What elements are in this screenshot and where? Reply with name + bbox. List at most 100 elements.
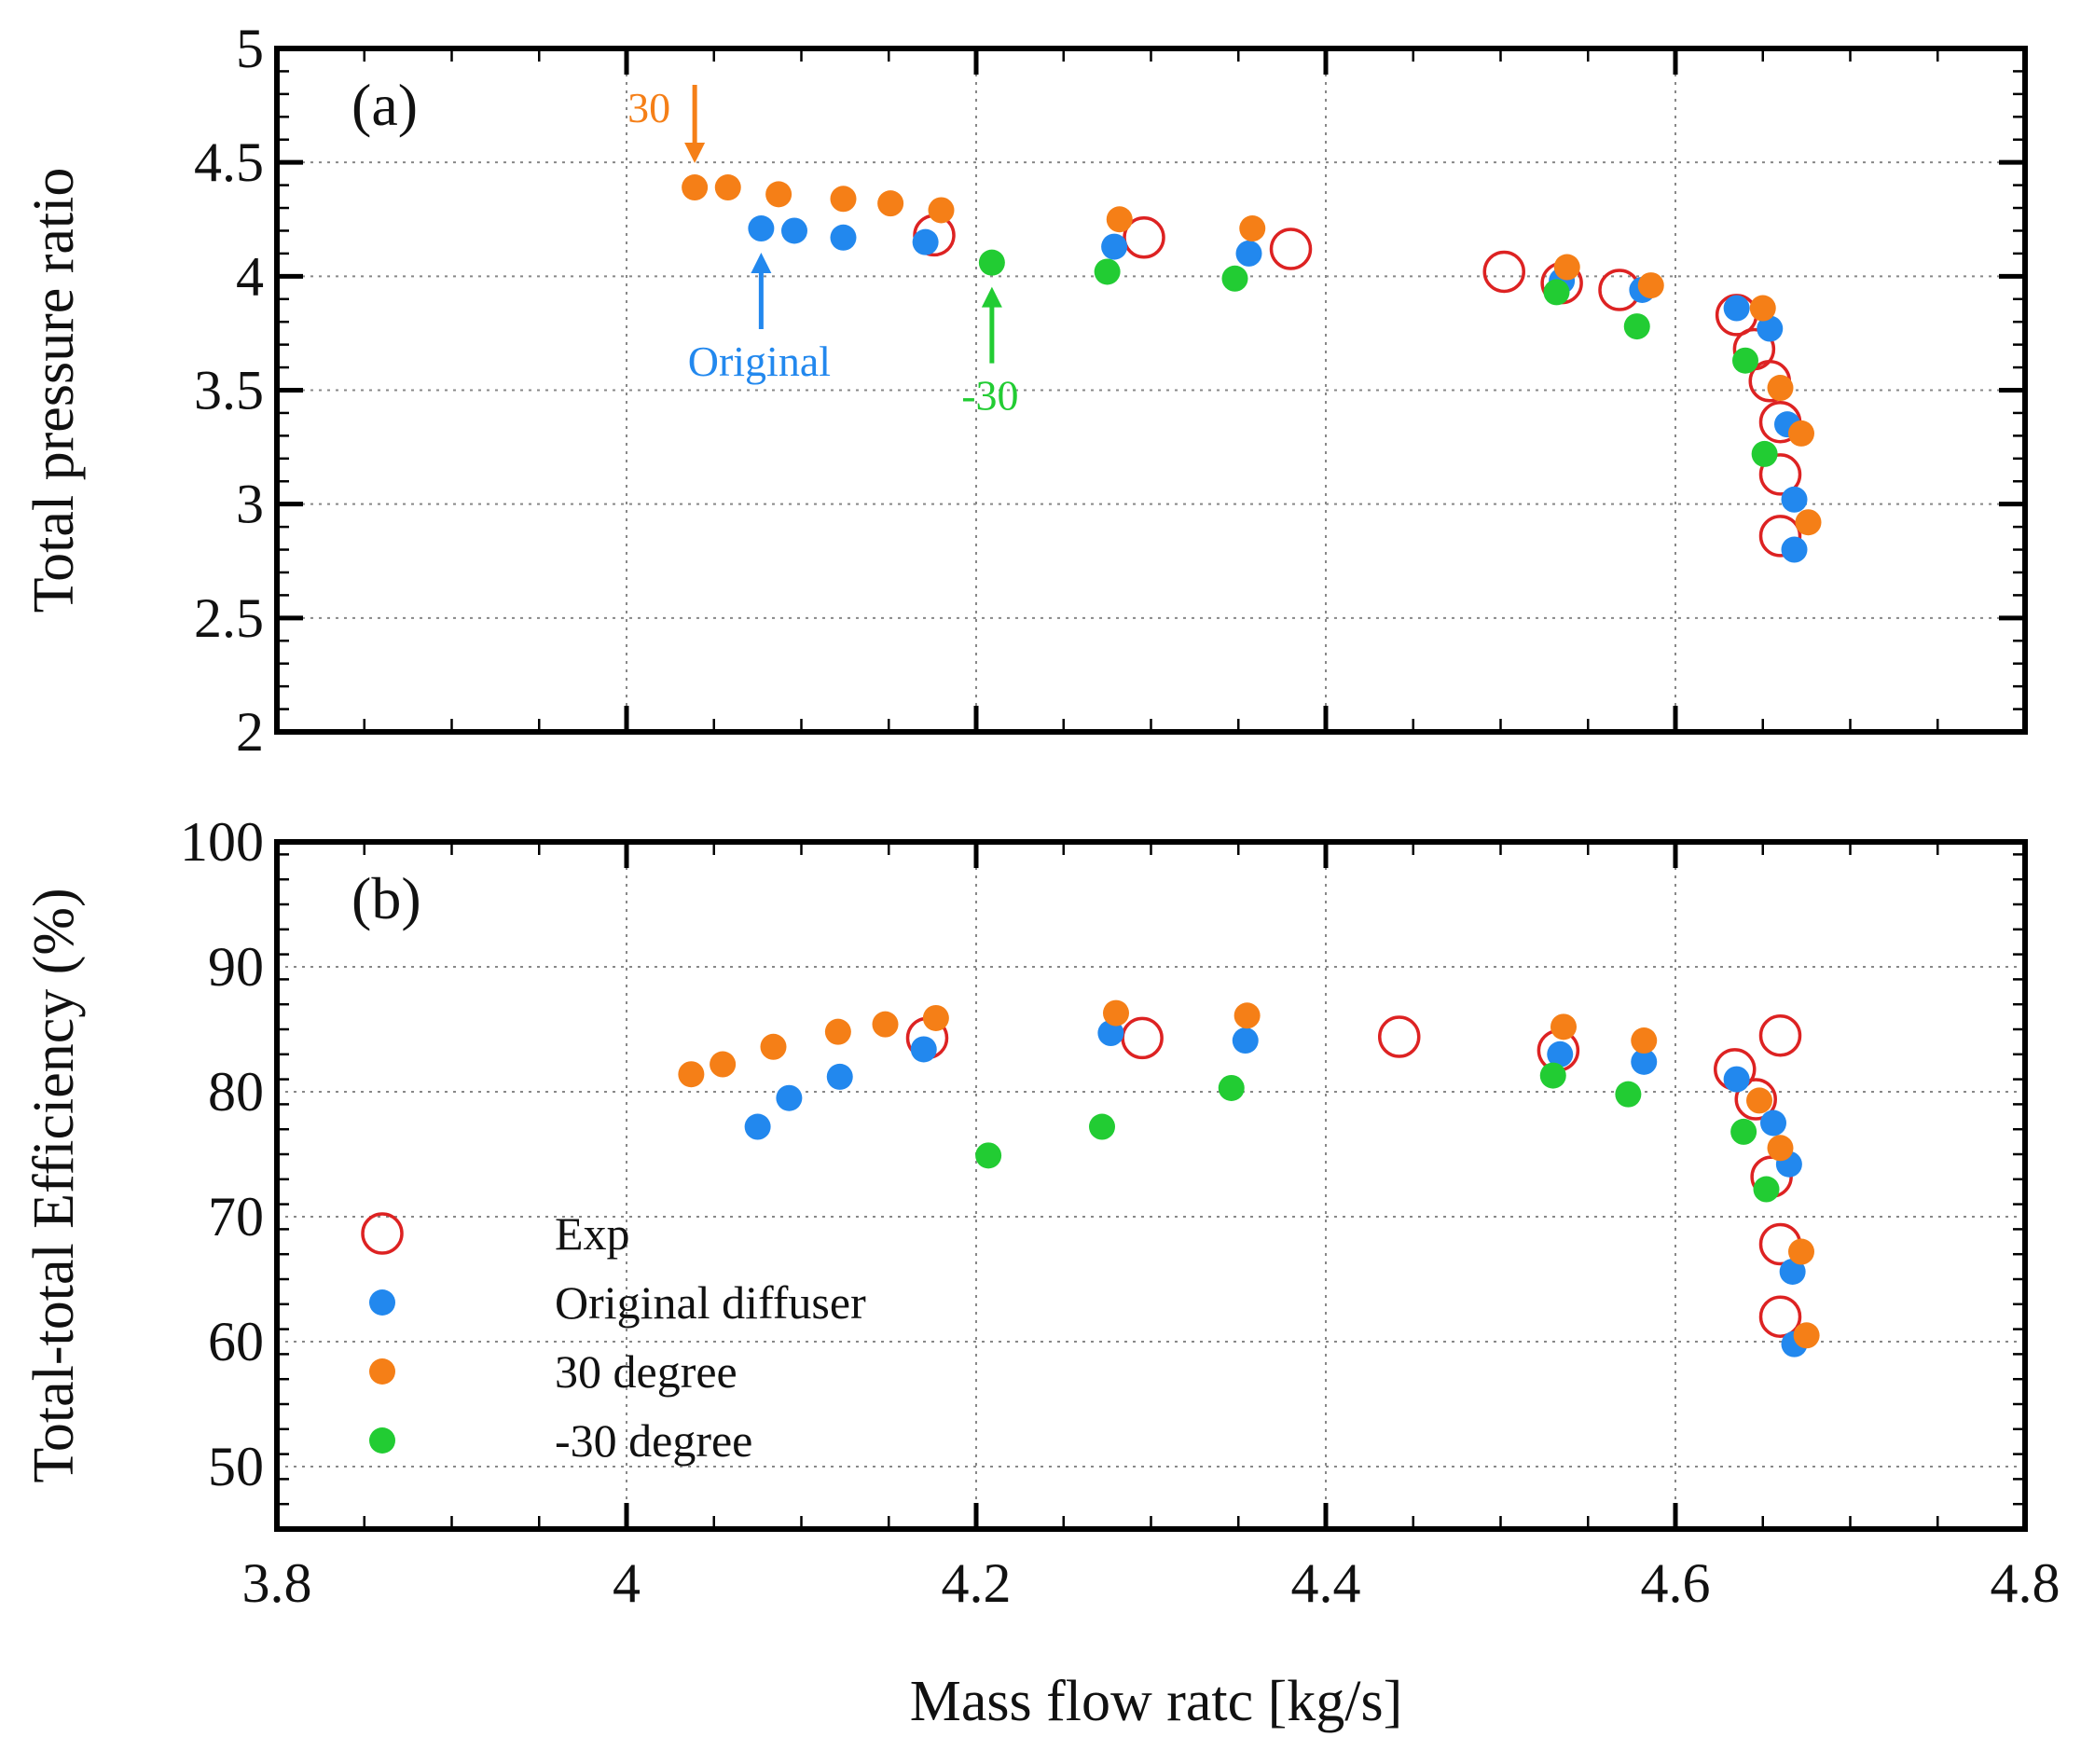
point-original-a [1757, 315, 1784, 342]
annotation-label-deg_neg30: -30 [961, 372, 1018, 420]
legend-marker-deg_neg30 [369, 1427, 395, 1454]
point-original-b [1097, 1020, 1124, 1047]
panel-a-pressure-ratio: 2 2.5 3 3.5 4 4.5 5 Total pressure ratio (a) 30 Or… [22, 18, 2028, 763]
point-exp-b [1758, 1013, 1802, 1057]
y-tick-label-a: 3.5 [194, 360, 264, 421]
y-axis-title-a: Total pressure ratio [22, 168, 86, 613]
legend-marker-original [369, 1289, 395, 1316]
x-tick-label: 4 [613, 1552, 641, 1614]
point-deg_neg30-a [1221, 265, 1248, 292]
y-tick-label-b: 50 [208, 1436, 264, 1497]
point-deg30-b [1550, 1013, 1577, 1040]
y-tick-label-b: 60 [208, 1311, 264, 1372]
annotation-arrowhead-deg_neg30 [981, 286, 1002, 308]
point-original-b [826, 1063, 853, 1090]
point-original-a [1101, 233, 1128, 260]
y-tick-label-a: 4.5 [194, 131, 264, 193]
annotation-label-original: Original [688, 338, 831, 385]
legend-label-deg_neg30: -30 degree [555, 1414, 752, 1467]
point-deg_neg30-b [1615, 1081, 1642, 1108]
point-deg30-b [1631, 1027, 1658, 1054]
legend-marker-deg30 [369, 1358, 395, 1385]
y-tick-label-a: 2.5 [194, 587, 264, 649]
y-tick-label-a: 4 [236, 245, 264, 307]
point-exp-b [1758, 1295, 1802, 1338]
point-original-b [1779, 1258, 1806, 1285]
y-tick-label-b: 70 [208, 1186, 264, 1247]
point-deg30-b [1233, 1002, 1261, 1029]
point-deg30-b [872, 1011, 899, 1038]
point-original-a [1781, 536, 1808, 563]
point-deg30-b [710, 1051, 737, 1078]
point-original-b [1631, 1048, 1658, 1075]
point-exp-a [1482, 250, 1525, 294]
point-deg30-b [1746, 1087, 1772, 1114]
legend-label-original: Original diffuser [555, 1276, 866, 1329]
point-deg_neg30-a [1094, 258, 1121, 285]
annotation-label-deg30: 30 [627, 84, 670, 131]
y-tick-label-a: 2 [236, 701, 264, 763]
point-exp-a [1123, 216, 1165, 259]
point-original-b [1232, 1027, 1259, 1054]
point-exp-a [1758, 453, 1802, 496]
point-deg_neg30-b [1539, 1062, 1566, 1089]
legend-label-exp: Exp [555, 1207, 630, 1260]
point-deg_neg30-b [1089, 1113, 1115, 1140]
plot-frame-a [274, 46, 2028, 735]
point-exp-b [1734, 1078, 1777, 1121]
x-tick-label: 4.4 [1291, 1552, 1361, 1614]
annotation-arrowhead-deg30 [684, 143, 706, 164]
point-deg30-a [877, 190, 904, 217]
point-original-b [910, 1036, 937, 1063]
point-original-a [1235, 240, 1262, 267]
point-original-a [1723, 295, 1750, 322]
y-tick-label-a: 3 [236, 474, 264, 535]
x-tick-label: 3.8 [242, 1552, 312, 1614]
legend-marker-exp [361, 1212, 404, 1255]
point-deg30-a [1749, 295, 1776, 322]
y-tick-label-b: 90 [208, 936, 264, 998]
point-deg30-a [928, 197, 955, 224]
annotation-arrowhead-original [751, 253, 772, 274]
point-exp-b [1378, 1015, 1421, 1058]
point-exp-a [1269, 227, 1313, 270]
point-original-a [748, 215, 775, 242]
point-original-a [912, 228, 939, 255]
point-original-b [744, 1113, 771, 1140]
point-exp-b [1121, 1016, 1164, 1060]
point-deg_neg30-a [1732, 347, 1758, 374]
point-deg30-a [682, 174, 709, 201]
panel-label-b: (b) [351, 865, 421, 931]
point-deg30-a [1239, 215, 1266, 242]
point-deg_neg30-b [1730, 1118, 1757, 1145]
point-original-a [1781, 486, 1808, 513]
point-deg30-b [678, 1061, 705, 1088]
point-deg30-a [1767, 375, 1794, 402]
point-deg30-b [1793, 1322, 1820, 1349]
point-deg_neg30-b [975, 1142, 1002, 1169]
point-deg30-b [1103, 999, 1129, 1027]
y-axis-title-b: Total-total Efficiency (%) [22, 888, 86, 1482]
panel-label-a: (a) [351, 72, 418, 138]
point-deg_neg30-a [1623, 313, 1650, 340]
y-tick-label-b: 80 [208, 1061, 264, 1123]
point-deg30-a [1106, 206, 1133, 233]
panel-b-efficiency: 50 60 70 80 90 100 3.8 4 4.2 4.4 4.6 4.8 Total-total… [22, 811, 2060, 1614]
point-deg30-a [765, 181, 792, 208]
legend: Exp Original diffuser 30 degree -30 degree [361, 1207, 866, 1467]
point-deg30-a [1553, 254, 1580, 281]
point-deg30-b [1788, 1238, 1814, 1265]
point-deg30-a [1788, 420, 1814, 447]
point-exp-a [1758, 515, 1802, 558]
point-deg30-b [760, 1033, 787, 1060]
point-deg_neg30-a [978, 249, 1005, 276]
plot-frame-b [274, 839, 2028, 1532]
point-deg_neg30-a [1751, 440, 1778, 467]
point-original-b [1723, 1066, 1750, 1093]
point-deg30-a [830, 186, 857, 213]
point-deg30-a [714, 174, 741, 201]
point-deg_neg30-a [1543, 279, 1570, 306]
point-original-b [1760, 1109, 1786, 1137]
